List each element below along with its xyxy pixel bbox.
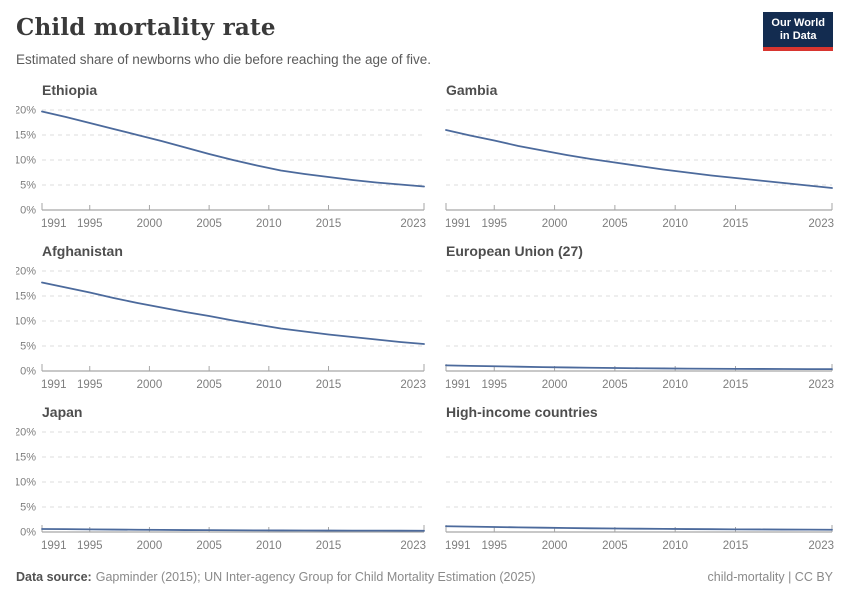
chart-cell-european-union: European Union (27) 1991 1995 2000 2005 2010… <box>444 243 834 397</box>
svg-text:5%: 5% <box>20 180 36 192</box>
svg-text:20%: 20% <box>16 427 36 439</box>
svg-text:0%: 0% <box>20 205 36 217</box>
data-source: Data source: Gapminder (2015); UN Inter-a… <box>16 569 536 585</box>
svg-text:10%: 10% <box>16 316 36 328</box>
chart-title-ethiopia: Ethiopia <box>42 82 98 98</box>
data-source-text: Gapminder (2015); UN Inter-agency Group … <box>95 570 536 584</box>
svg-text:1991: 1991 <box>41 218 67 230</box>
svg-text:2005: 2005 <box>196 540 222 552</box>
svg-text:1991: 1991 <box>445 540 471 552</box>
svg-text:10%: 10% <box>16 155 36 167</box>
line-chart-high-income[interactable]: 1991 1995 2000 2005 2010 2015 2023 <box>444 426 834 558</box>
owid-logo-line1: Our World <box>771 17 825 29</box>
page-subtitle: Estimated share of newborns who die befo… <box>16 52 431 67</box>
svg-text:2023: 2023 <box>400 379 426 391</box>
svg-text:2005: 2005 <box>196 218 222 230</box>
svg-text:0%: 0% <box>20 527 36 539</box>
page-title: Child mortality rate <box>16 14 276 41</box>
chart-cell-japan: Japan 0% 5% 10% 15% 20% 1991 1995 2000 2005 2010 2… <box>16 404 426 558</box>
chart-title-european-union: European Union (27) <box>446 243 583 259</box>
svg-text:0%: 0% <box>20 366 36 378</box>
svg-text:2000: 2000 <box>137 218 163 230</box>
svg-text:20%: 20% <box>16 266 36 278</box>
svg-text:1995: 1995 <box>77 218 103 230</box>
license-note: child-mortality | CC BY <box>707 570 834 584</box>
line-chart-japan[interactable]: 0% 5% 10% 15% 20% 1991 1995 2000 2005 2010 2015 202… <box>16 426 426 558</box>
svg-text:2015: 2015 <box>723 218 749 230</box>
chart-footer: Data source: Gapminder (2015); UN Inter-a… <box>16 569 833 585</box>
charts-grid: Ethiopia 0% 5% 10% 15% 20% 1991 1995 2000 2005 20… <box>16 82 834 558</box>
svg-text:15%: 15% <box>16 130 36 142</box>
svg-text:1995: 1995 <box>77 379 103 391</box>
svg-text:2015: 2015 <box>316 379 342 391</box>
svg-text:2000: 2000 <box>542 218 568 230</box>
chart-cell-high-income: High-income countries 1991 1995 2000 2005 20… <box>444 404 834 558</box>
line-chart-ethiopia[interactable]: 0% 5% 10% 15% 20% 1991 1995 2000 2005 2010 2015 202… <box>16 104 426 236</box>
chart-title-japan: Japan <box>42 404 83 420</box>
svg-text:1995: 1995 <box>481 379 507 391</box>
svg-text:2015: 2015 <box>723 379 749 391</box>
svg-text:2010: 2010 <box>256 540 282 552</box>
svg-text:2015: 2015 <box>316 540 342 552</box>
chart-cell-ethiopia: Ethiopia 0% 5% 10% 15% 20% 1991 1995 2000 2005 20… <box>16 82 426 236</box>
svg-text:2023: 2023 <box>808 218 834 230</box>
svg-text:2023: 2023 <box>808 379 834 391</box>
svg-text:2010: 2010 <box>662 540 688 552</box>
svg-text:2023: 2023 <box>400 540 426 552</box>
owid-logo[interactable]: Our World in Data <box>763 12 833 51</box>
svg-text:1991: 1991 <box>445 218 471 230</box>
chart-cell-gambia: Gambia 1991 1995 2000 2005 2010 2015 2023 <box>444 82 834 236</box>
data-source-label: Data source: <box>16 570 92 584</box>
svg-text:1995: 1995 <box>77 540 103 552</box>
svg-text:2010: 2010 <box>256 218 282 230</box>
owid-logo-line2: in Data <box>779 30 817 42</box>
line-chart-gambia[interactable]: 1991 1995 2000 2005 2010 2015 2023 <box>444 104 834 236</box>
svg-text:2010: 2010 <box>256 379 282 391</box>
svg-text:15%: 15% <box>16 452 36 464</box>
svg-text:2023: 2023 <box>400 218 426 230</box>
svg-text:5%: 5% <box>20 502 36 514</box>
svg-text:2005: 2005 <box>196 379 222 391</box>
svg-text:2010: 2010 <box>662 218 688 230</box>
svg-text:1991: 1991 <box>445 379 471 391</box>
svg-text:2000: 2000 <box>542 379 568 391</box>
svg-text:2000: 2000 <box>137 379 163 391</box>
svg-text:2005: 2005 <box>602 379 628 391</box>
svg-text:10%: 10% <box>16 477 36 489</box>
svg-text:2005: 2005 <box>602 540 628 552</box>
chart-title-gambia: Gambia <box>446 82 498 98</box>
svg-text:5%: 5% <box>20 341 36 353</box>
svg-text:2000: 2000 <box>137 540 163 552</box>
svg-text:2010: 2010 <box>662 379 688 391</box>
svg-text:2015: 2015 <box>316 218 342 230</box>
svg-text:2023: 2023 <box>808 540 834 552</box>
line-chart-european-union[interactable]: 1991 1995 2000 2005 2010 2015 2023 <box>444 265 834 397</box>
svg-text:2005: 2005 <box>602 218 628 230</box>
svg-text:2000: 2000 <box>542 540 568 552</box>
chart-title-afghanistan: Afghanistan <box>42 243 123 259</box>
svg-text:1991: 1991 <box>41 540 67 552</box>
svg-text:15%: 15% <box>16 291 36 303</box>
svg-text:1991: 1991 <box>41 379 67 391</box>
chart-cell-afghanistan: Afghanistan 0% 5% 10% 15% 20% 1991 1995 2000 200… <box>16 243 426 397</box>
svg-text:20%: 20% <box>16 105 36 117</box>
line-chart-afghanistan[interactable]: 0% 5% 10% 15% 20% 1991 1995 2000 2005 2010 2015 202… <box>16 265 426 397</box>
svg-text:1995: 1995 <box>481 218 507 230</box>
svg-text:1995: 1995 <box>481 540 507 552</box>
svg-text:2015: 2015 <box>723 540 749 552</box>
chart-title-high-income: High-income countries <box>446 404 598 420</box>
